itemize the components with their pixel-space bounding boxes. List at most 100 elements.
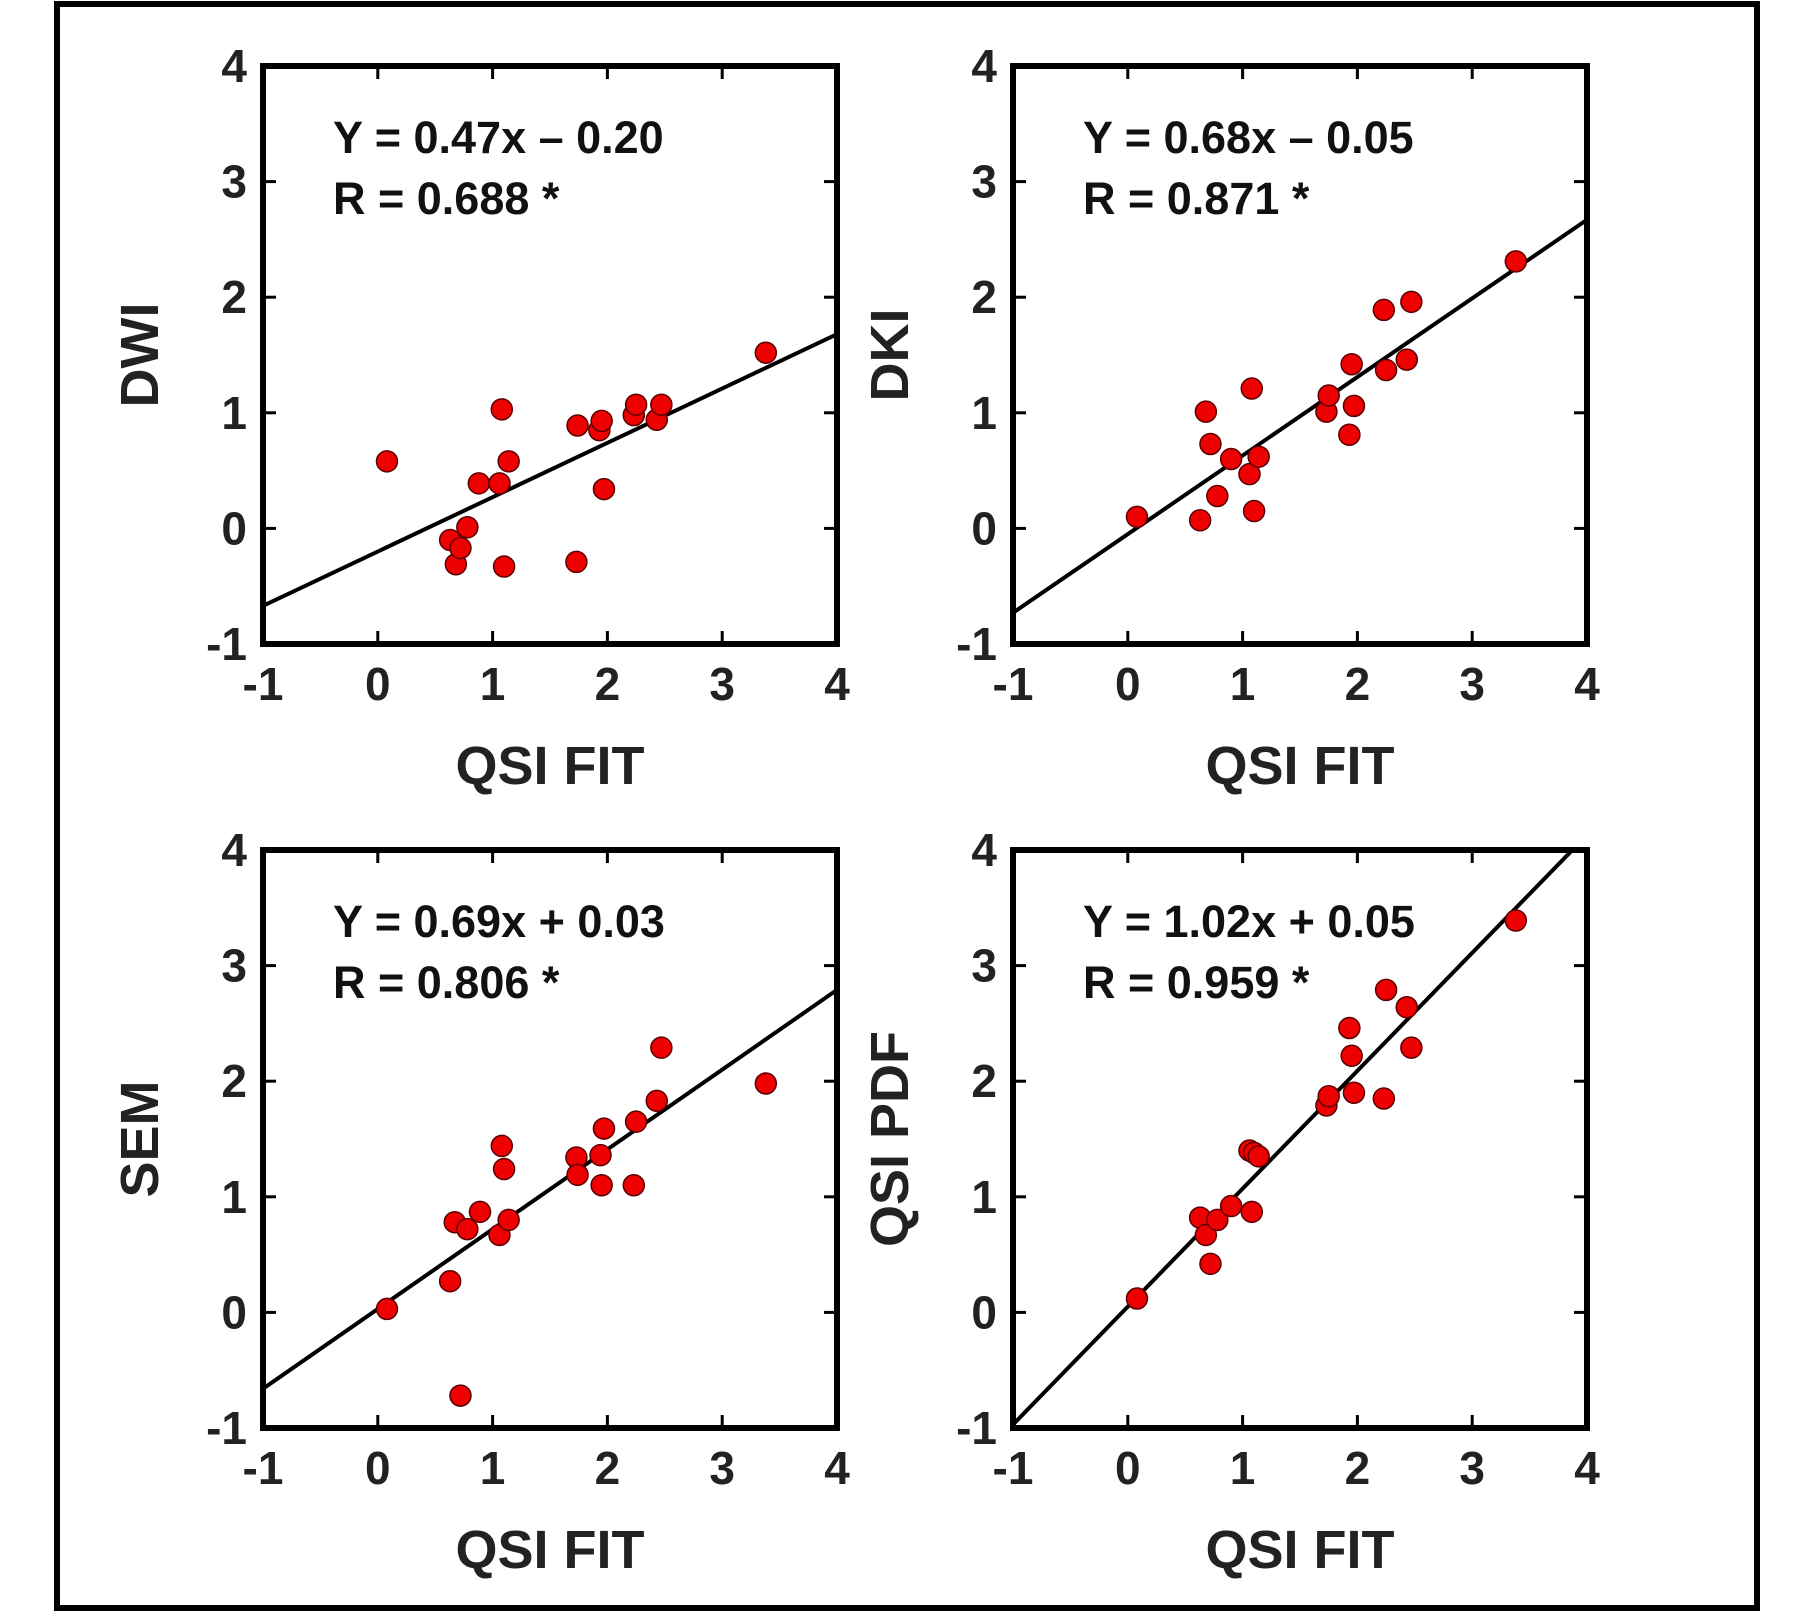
x-axis-label: QSI FIT	[456, 736, 645, 796]
data-point	[1125, 1287, 1149, 1310]
data-point	[456, 1217, 479, 1241]
x-tick-label: -1	[993, 658, 1034, 710]
axes-box	[1010, 847, 1590, 1431]
x-tick-label: 3	[1459, 1442, 1485, 1494]
x-tick-label: -1	[243, 658, 284, 710]
data-point	[468, 1200, 492, 1224]
y-tick-label: -1	[206, 618, 247, 670]
data-point	[375, 1297, 399, 1321]
y-tick-label: 0	[971, 1286, 997, 1338]
data-point	[1188, 509, 1212, 532]
data-point	[497, 450, 520, 473]
data-point	[467, 472, 491, 495]
data-point	[1338, 1016, 1361, 1040]
regression-equation: Y = 0.69x + 0.03	[333, 896, 665, 947]
data-point	[1125, 505, 1149, 529]
correlation-r: R = 0.806 *	[333, 957, 560, 1008]
x-tick-label: 0	[365, 1442, 391, 1494]
y-tick-label: 1	[221, 387, 247, 439]
data-point	[1247, 1145, 1270, 1168]
regression-line	[1013, 218, 1587, 615]
x-tick-label: 1	[480, 658, 506, 710]
regression-equation: Y = 0.68x – 0.05	[1083, 112, 1414, 163]
y-tick-label: 2	[221, 1055, 247, 1107]
x-axis-label: QSI FIT	[456, 1520, 645, 1580]
y-tick-label: 1	[971, 387, 997, 439]
data-point	[592, 1117, 616, 1140]
x-tick-label: -1	[243, 1442, 284, 1494]
data-point	[1247, 445, 1270, 468]
data-point	[1342, 394, 1366, 418]
x-tick-label: 3	[709, 1442, 735, 1494]
data-point	[590, 409, 613, 433]
x-tick-label: 1	[1230, 1442, 1256, 1494]
axes-box	[1010, 63, 1590, 647]
data-point	[1340, 1044, 1363, 1068]
scatter-panel: -1 0 1 2 3 4 -1 0 1 2 3 4 Y = 1.02x + 0.05 R = 0.959 …	[860, 824, 1600, 1580]
data-point	[1504, 250, 1528, 273]
x-tick-label: 1	[1230, 658, 1256, 710]
data-point	[492, 555, 516, 578]
data-point	[592, 477, 616, 501]
data-point	[490, 398, 514, 421]
scatter-panel: -1 0 1 2 3 4 -1 0 1 2 3 4 Y = 0.69x + 0.03 R = 0.806 …	[110, 824, 850, 1580]
y-tick-label: 4	[971, 824, 997, 876]
data-point	[1199, 1252, 1222, 1276]
data-point	[566, 1163, 589, 1187]
y-tick-label: 0	[971, 502, 997, 554]
data-point	[1240, 1200, 1264, 1224]
data-point	[490, 1134, 514, 1158]
y-axis-label: QSI PDF	[860, 1031, 920, 1247]
data-point	[590, 1173, 613, 1197]
data-point	[375, 450, 399, 473]
y-tick-label: 3	[971, 940, 997, 992]
data-point	[1238, 462, 1261, 486]
data-point	[650, 393, 673, 416]
x-tick-label: 2	[1345, 658, 1371, 710]
y-tick-label: 3	[971, 156, 997, 208]
axes-box	[260, 847, 840, 1431]
data-point	[1395, 348, 1419, 371]
data-point	[1338, 423, 1361, 447]
regression-line	[263, 988, 837, 1391]
y-axis-label: DWI	[110, 303, 170, 408]
data-point	[1240, 377, 1264, 400]
data-point	[1206, 484, 1229, 508]
data-point	[492, 1157, 516, 1181]
regression-line	[1013, 850, 1576, 1426]
x-tick-label: 3	[1459, 658, 1485, 710]
data-point	[1219, 1194, 1243, 1218]
x-tick-label: 0	[1115, 1442, 1141, 1494]
y-tick-label: 3	[221, 156, 247, 208]
data-point	[1206, 1208, 1229, 1232]
data-point	[754, 341, 778, 364]
data-point	[1194, 400, 1218, 423]
y-tick-label: 0	[221, 1286, 247, 1338]
x-tick-label: 2	[595, 658, 621, 710]
y-tick-label: 1	[221, 1171, 247, 1223]
axes-box	[260, 63, 840, 647]
y-tick-label: -1	[956, 618, 997, 670]
x-tick-label: 4	[824, 658, 850, 710]
regression-equation: Y = 1.02x + 0.05	[1083, 896, 1415, 947]
data-point	[565, 550, 588, 574]
data-point	[456, 515, 479, 539]
data-point	[1372, 298, 1396, 322]
data-point	[1340, 352, 1363, 376]
x-axis-label: QSI FIT	[1206, 736, 1395, 796]
data-point	[645, 1089, 669, 1113]
x-tick-label: 3	[709, 658, 735, 710]
regression-line	[263, 332, 837, 608]
x-tick-label: 1	[480, 1442, 506, 1494]
correlation-r: R = 0.871 *	[1083, 173, 1310, 224]
data-point	[497, 1208, 520, 1232]
regression-equation: Y = 0.47x – 0.20	[333, 112, 664, 163]
data-point	[754, 1072, 778, 1095]
scatter-panel: -1 0 1 2 3 4 -1 0 1 2 3 4 Y = 0.47x – 0.20 R = 0.688 …	[110, 40, 850, 796]
y-axis-label: SEM	[110, 1080, 170, 1197]
data-point	[1317, 384, 1340, 407]
data-point	[624, 393, 648, 416]
y-tick-label: 2	[221, 271, 247, 323]
data-point	[1199, 432, 1222, 456]
